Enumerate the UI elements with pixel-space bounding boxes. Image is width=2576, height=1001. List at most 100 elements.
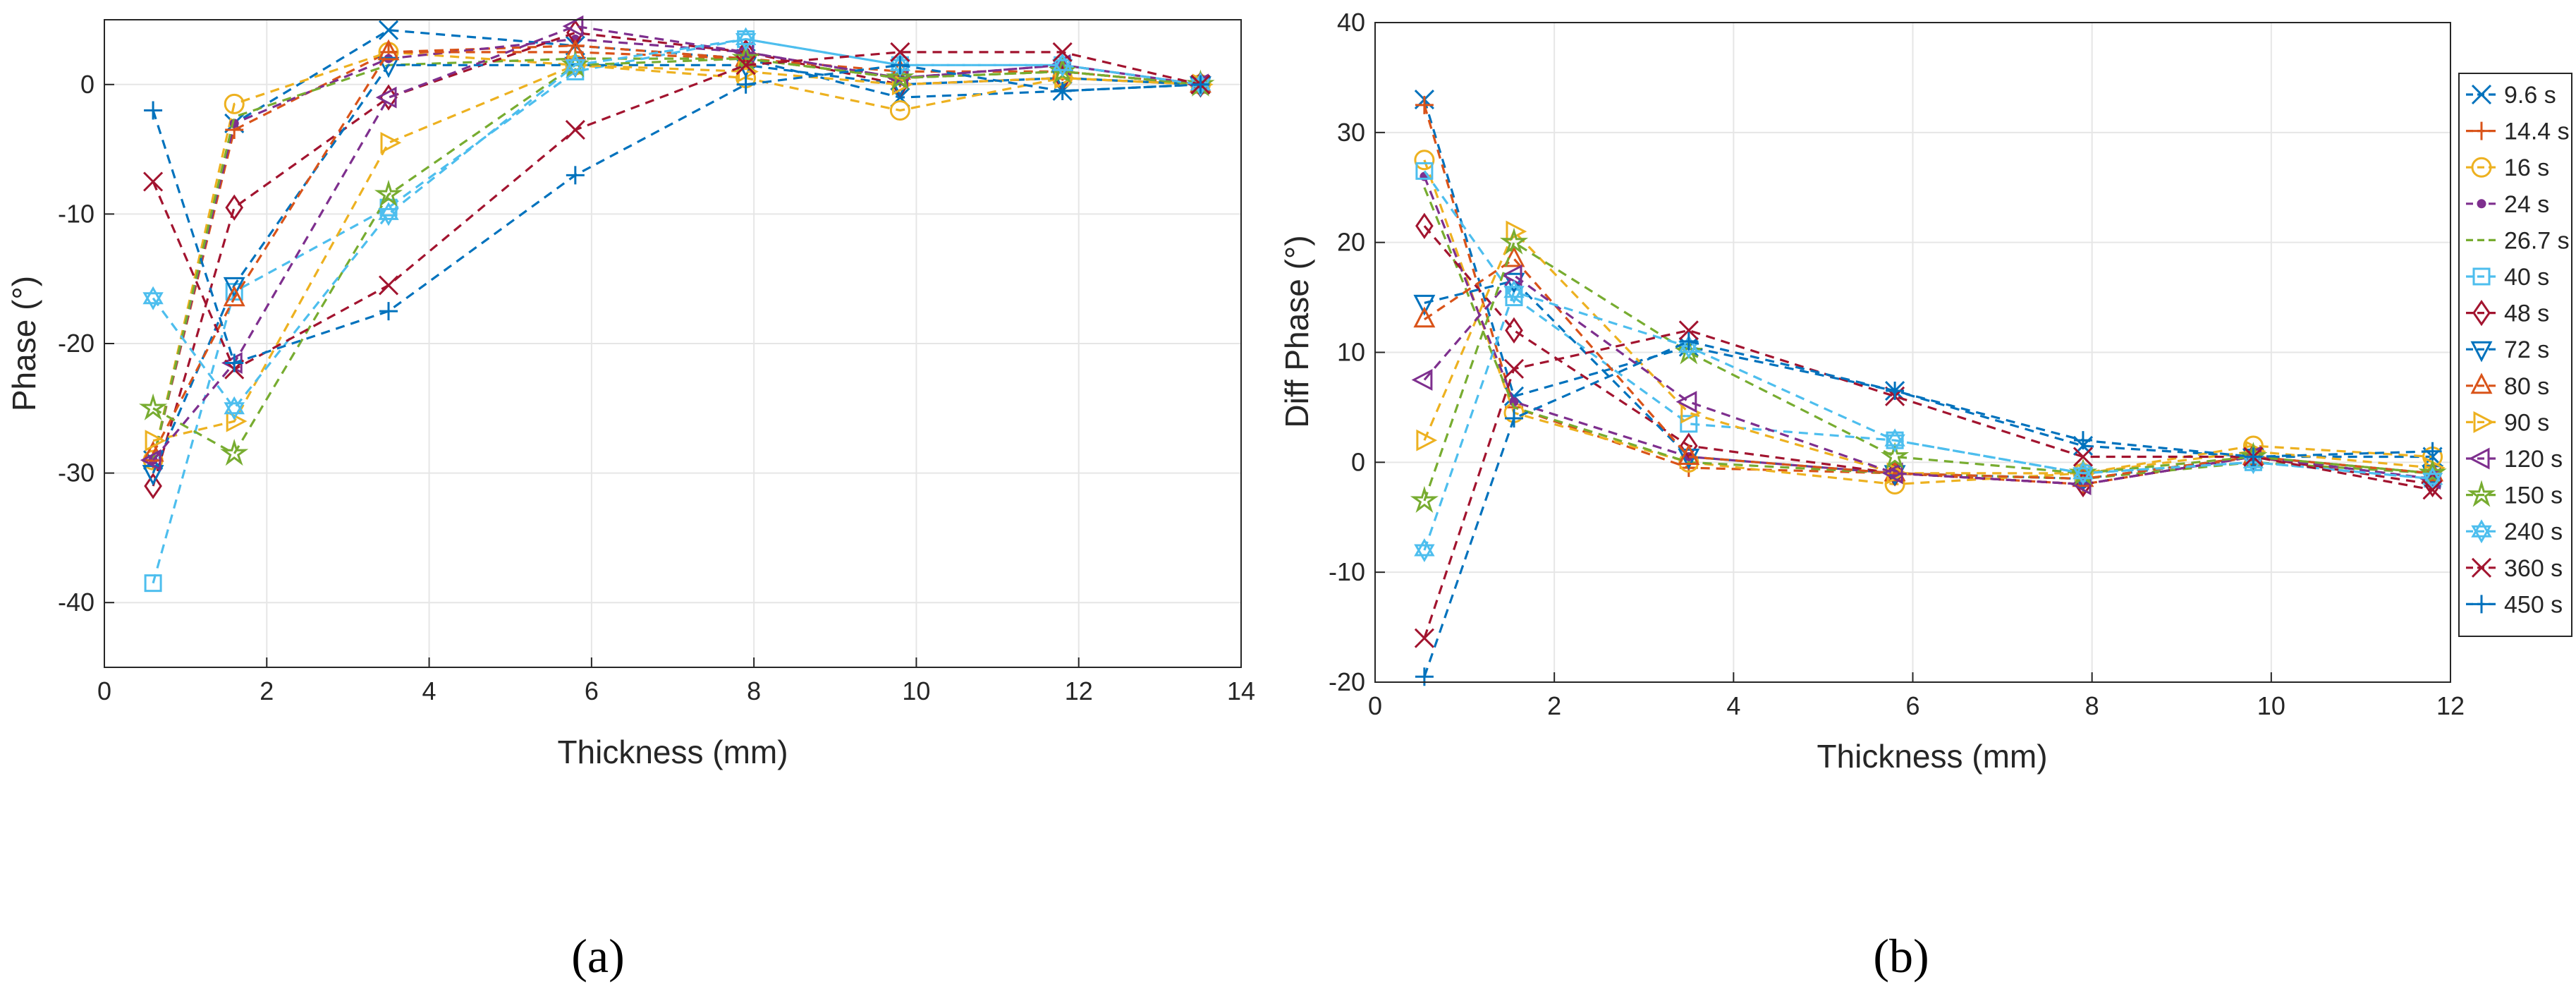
legend-item: 360 s — [2466, 555, 2563, 582]
legend-label: 26.7 s — [2504, 227, 2570, 254]
data-point — [378, 275, 399, 296]
legend-item: 26.7 s — [2466, 227, 2570, 254]
series-14-4-ss — [144, 36, 1210, 470]
chart-b-grid — [1374, 22, 2451, 683]
y-tick-label: 0 — [1351, 447, 1365, 476]
legend-label: 14.4 s — [2504, 119, 2570, 145]
legend-item: 80 s — [2466, 372, 2549, 400]
data-point — [1505, 317, 1523, 344]
data-point — [890, 42, 910, 62]
legend-marker — [2471, 519, 2492, 544]
panel-label-a: (a) — [571, 929, 624, 983]
data-point — [2422, 466, 2443, 491]
data-point — [735, 27, 757, 51]
legend-marker — [2467, 480, 2496, 507]
data-point — [143, 171, 164, 192]
data-point — [1501, 264, 1522, 286]
series-40-ss — [144, 30, 1209, 593]
data-point — [1881, 442, 1910, 469]
x-tick-label: 6 — [585, 677, 599, 705]
legend-marker — [2477, 199, 2486, 209]
chart-b-legend: 9.6 s 14.4 s 16 s 24 s 26.7 s 40 s 48 s 72 s 80 … — [2458, 73, 2572, 637]
data-point — [1679, 432, 1698, 459]
chart-a-series — [139, 15, 1215, 593]
legend-item: 9.6 s — [2466, 82, 2556, 109]
data-point — [1503, 358, 1525, 379]
data-point — [1504, 409, 1523, 427]
data-point — [144, 473, 162, 499]
data-point — [378, 20, 399, 40]
series-line — [1423, 187, 2433, 480]
series-line — [152, 51, 1201, 371]
series-9-6-ss — [1414, 90, 2443, 467]
legend-label: 72 s — [2504, 336, 2549, 363]
series-line — [152, 37, 1201, 584]
data-point — [1191, 75, 1210, 94]
legend-marker — [2472, 299, 2491, 327]
data-point — [891, 56, 910, 75]
series-line — [1423, 170, 2433, 480]
series-16-ss — [142, 42, 1211, 471]
series-26-7-ss — [152, 57, 1201, 461]
series-line — [152, 25, 1201, 461]
legend-item: 24 s — [2466, 191, 2549, 218]
data-point — [1884, 428, 1905, 453]
x-tick-label: 8 — [747, 677, 761, 705]
data-point — [2073, 431, 2092, 450]
chart-a-xlabel: Thickness (mm) — [557, 734, 788, 770]
series-240-ss — [1414, 279, 2443, 563]
data-point — [224, 396, 245, 420]
x-tick-label: 14 — [1227, 677, 1255, 705]
data-point — [1414, 628, 1434, 648]
legend-marker — [2468, 447, 2490, 470]
legend-item: 14.4 s — [2466, 119, 2570, 145]
data-point — [1679, 332, 1698, 351]
x-tick-label: 6 — [1905, 691, 1919, 720]
series-72-ss — [142, 56, 1211, 486]
data-point — [1678, 320, 1699, 341]
data-point — [375, 86, 397, 109]
data-point — [2422, 480, 2443, 500]
series-14-4-ss — [1415, 95, 2442, 494]
legend-marker — [2472, 121, 2491, 140]
legend-item: 48 s — [2466, 299, 2549, 327]
data-point — [2423, 442, 2442, 461]
x-tick-label: 0 — [1368, 691, 1382, 720]
series-90-ss — [145, 54, 1214, 452]
data-point — [2073, 447, 2094, 467]
data-point — [1678, 444, 1700, 466]
data-point — [224, 93, 245, 114]
legend-label: 360 s — [2504, 555, 2563, 582]
data-point — [145, 430, 166, 452]
series-line — [152, 37, 1201, 461]
series-line — [152, 51, 1201, 461]
y-tick-label: -30 — [58, 459, 94, 487]
chart-a-ylabel: Phase (°) — [6, 276, 42, 411]
series-360-ss — [1414, 320, 2443, 648]
x-tick-label: 4 — [422, 677, 437, 705]
data-point — [140, 449, 161, 471]
data-point — [565, 53, 586, 78]
data-point — [1415, 162, 1434, 180]
data-point — [736, 75, 755, 94]
legend-label: 9.6 s — [2504, 82, 2556, 109]
data-point — [1413, 306, 1436, 328]
data-point — [1414, 538, 1435, 563]
x-tick-label: 12 — [2436, 691, 2465, 720]
series-line — [1423, 176, 2433, 486]
legend-item: 240 s — [2466, 518, 2563, 545]
legend-item: 72 s — [2466, 336, 2549, 363]
chart-b-series — [1410, 90, 2447, 686]
data-point — [1886, 462, 1908, 485]
legend-label: 48 s — [2504, 301, 2549, 327]
data-point — [379, 302, 398, 321]
data-point — [1415, 212, 1434, 239]
x-tick-label: 2 — [1547, 691, 1561, 720]
data-point — [223, 277, 245, 298]
y-tick-label: -40 — [58, 588, 94, 617]
legend-label: 90 s — [2504, 409, 2549, 436]
data-point — [223, 285, 245, 307]
legend-item: 40 s — [2466, 264, 2549, 291]
data-point — [378, 202, 399, 226]
